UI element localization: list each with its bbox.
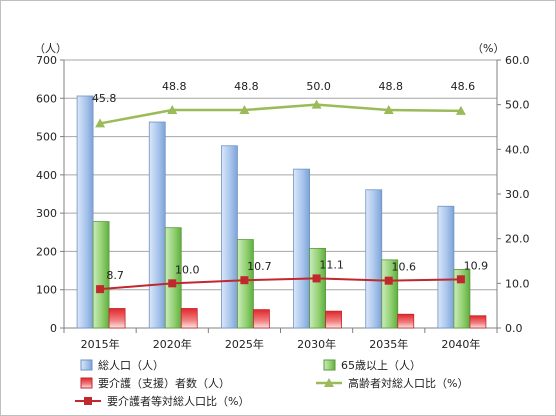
left-axis-tick-label: 600	[36, 92, 57, 105]
right-axis-tick-label: 60.0	[505, 54, 530, 67]
legend-aged-ratio: 高齢者対総人口比（%）	[316, 376, 468, 390]
data-labels: 45.8 48.8 48.8 50.0 48.8 48.6 8.7 10.0 10.7 11.1 1…	[92, 80, 488, 282]
bar-aged-65-plus	[309, 247, 326, 329]
x-axis-tick-label: 2030年	[297, 337, 336, 351]
legend-aged-ratio-marker	[324, 378, 334, 387]
lines	[95, 99, 466, 294]
point-care-ratio	[312, 274, 321, 283]
label-aged-ratio: 48.8	[379, 80, 404, 93]
point-aged-ratio	[167, 105, 178, 115]
legend-total-population-label: 総人口（人）	[98, 358, 164, 372]
legend-total-population-swatch	[80, 359, 93, 371]
legend: 総人口（人） 65歳以上（人） 要介護（支援）者数（人） 高齢者対総人口比（%） 要介護…	[75, 358, 468, 408]
label-aged-ratio: 50.0	[306, 80, 331, 93]
left-axis-tick-label: 0	[50, 322, 57, 335]
label-aged-ratio: 48.6	[451, 80, 476, 93]
right-axis-unit: （%）	[472, 42, 504, 55]
label-care-ratio: 10.9	[464, 259, 489, 272]
legend-aged-65-plus: 65歳以上（人）	[323, 359, 421, 372]
left-axis-tick-label: 500	[36, 131, 57, 144]
left-axis-tick-label: 300	[36, 207, 57, 220]
point-care-ratio	[96, 285, 105, 294]
legend-care-recipients-label: 要介護（支援）者数（人）	[98, 376, 230, 390]
label-care-ratio: 11.1	[319, 258, 344, 271]
line-aged-ratio	[99, 103, 461, 125]
left-axis-tick-label: 700	[36, 54, 57, 67]
point-care-ratio	[168, 279, 177, 288]
point-care-ratio	[384, 276, 393, 285]
point-aged-ratio	[455, 105, 466, 115]
legend-total-population: 総人口（人）	[80, 358, 164, 372]
bar-total-population	[148, 121, 166, 329]
point-aged-ratio	[239, 105, 250, 115]
x-axis-tick-label: 2020年	[153, 337, 192, 351]
label-care-ratio: 10.6	[392, 261, 417, 274]
bar-total-population	[365, 189, 383, 329]
left-axis-tick-label: 400	[36, 169, 57, 182]
legend-aged-ratio-label: 高齢者対総人口比（%）	[348, 376, 468, 390]
bar-aged-65-plus	[453, 269, 471, 329]
bar-total-population	[221, 145, 238, 329]
label-care-ratio: 10.0	[175, 263, 200, 276]
x-axis-tick-label: 2015年	[81, 337, 120, 351]
right-axis-tick-label: 10.0	[505, 277, 530, 290]
bars	[76, 95, 487, 329]
right-axis-tick-label: 40.0	[505, 143, 530, 156]
bar-total-population	[293, 168, 310, 329]
bar-care-recipients	[325, 310, 342, 329]
gridlines	[64, 59, 497, 329]
bar-care-recipients	[469, 315, 487, 329]
legend-care-ratio-marker	[84, 397, 92, 405]
bar-care-recipients	[397, 313, 415, 329]
point-aged-ratio	[95, 118, 106, 128]
bar-aged-65-plus	[164, 227, 182, 329]
point-aged-ratio	[311, 99, 322, 109]
legend-care-ratio: 要介護者等対総人口比（%）	[75, 394, 249, 408]
label-aged-ratio: 48.8	[162, 80, 187, 93]
bar-total-population	[76, 95, 94, 329]
axes: 0 100 200 300 400 500 600 700 0.0 10.0 20.0 30.0 40.…	[34, 42, 530, 351]
line-care-ratio	[100, 277, 461, 291]
right-axis-tick-label: 20.0	[505, 233, 530, 246]
bar-care-recipients	[108, 308, 126, 329]
x-axis-tick-label: 2040年	[441, 337, 480, 351]
x-axis-tick-label: 2025年	[225, 337, 264, 351]
left-axis-tick-label: 200	[36, 245, 57, 258]
point-aged-ratio	[383, 105, 394, 115]
label-care-ratio: 8.7	[106, 269, 124, 282]
left-axis-tick-label: 100	[36, 284, 57, 297]
legend-aged-65-plus-swatch	[323, 359, 336, 371]
x-axis-tick-label: 2035年	[369, 337, 408, 351]
bar-care-recipients	[180, 308, 198, 329]
point-care-ratio	[456, 275, 465, 284]
bar-total-population	[437, 205, 455, 329]
legend-care-recipients-swatch	[80, 377, 93, 389]
legend-care-ratio-label: 要介護者等対総人口比（%）	[107, 394, 249, 408]
right-axis-tick-label: 30.0	[505, 188, 530, 201]
legend-aged-65-plus-label: 65歳以上（人）	[341, 359, 421, 372]
legend-care-recipients: 要介護（支援）者数（人）	[80, 376, 230, 390]
left-axis-unit: （人）	[34, 42, 67, 55]
right-axis-tick-label: 0.0	[505, 322, 523, 335]
bar-aged-65-plus	[92, 221, 110, 329]
right-axis-tick-label: 50.0	[505, 99, 530, 112]
label-aged-ratio: 45.8	[92, 92, 117, 105]
point-care-ratio	[240, 276, 249, 285]
label-care-ratio: 10.7	[247, 260, 272, 273]
bar-care-recipients	[253, 309, 270, 329]
label-aged-ratio: 48.8	[234, 80, 259, 93]
